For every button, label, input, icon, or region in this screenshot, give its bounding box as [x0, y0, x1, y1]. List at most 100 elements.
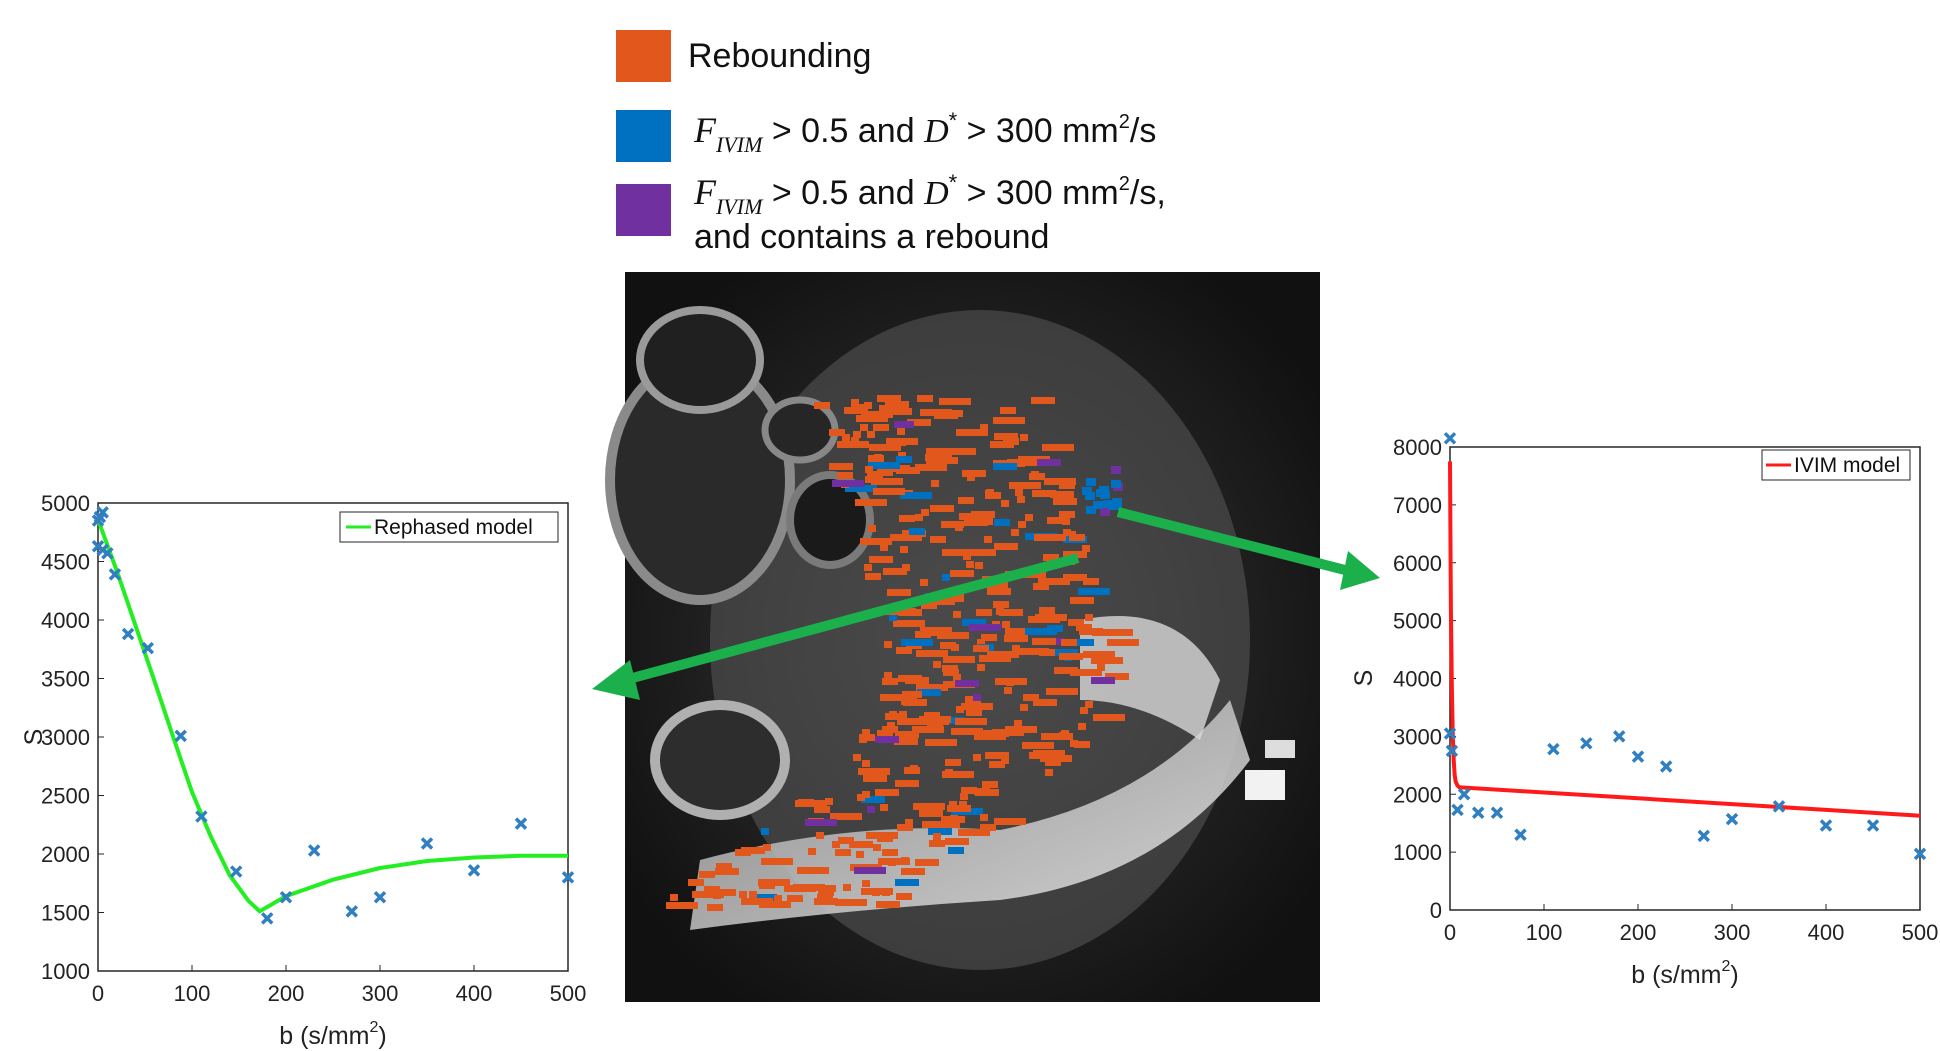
overlay-pixel — [865, 466, 873, 473]
overlay-pixel — [1025, 514, 1033, 521]
overlay-pixel — [867, 471, 883, 478]
x-tick-label: 300 — [1714, 920, 1751, 945]
overlay-pixel — [1041, 733, 1073, 740]
overlay-pixel — [912, 726, 944, 733]
overlay-pixel — [837, 472, 853, 479]
x-tick-label: 300 — [362, 981, 399, 1006]
overlay-pixel — [895, 879, 919, 886]
overlay-pixel — [816, 832, 824, 839]
overlay-pixel — [987, 651, 1019, 658]
overlay-pixel — [889, 614, 897, 621]
overlay-pixel — [877, 395, 901, 402]
overlay-pixel — [904, 767, 920, 774]
overlay-pixel — [936, 821, 960, 828]
overlay-pixel — [749, 891, 757, 898]
overlay-pixel — [897, 824, 913, 831]
overlay-pixel — [985, 490, 993, 497]
overlay-pixel — [849, 841, 873, 848]
overlay-pixel — [880, 804, 888, 811]
overlay-pixel — [925, 739, 957, 746]
overlay-pixel — [917, 689, 941, 696]
overlay-pixel — [882, 849, 898, 856]
overlay-pixel — [1025, 628, 1057, 635]
overlay-pixel — [1070, 639, 1094, 646]
overlay-pixel — [896, 647, 912, 654]
overlay-pixel — [886, 438, 918, 445]
overlay-pixel — [1000, 407, 1016, 414]
overlay-pixel — [741, 847, 765, 854]
overlay-pixel — [869, 556, 893, 563]
overlay-pixel — [915, 464, 947, 471]
overlay-pixel — [887, 722, 895, 729]
overlay-pixel — [1045, 769, 1053, 776]
data-point — [514, 817, 528, 830]
overlay-pixel — [1083, 651, 1115, 658]
right-chart-xlabel: b (s/mm2) — [1631, 958, 1739, 989]
overlay-pixel — [716, 863, 732, 870]
overlay-pixel — [735, 849, 751, 856]
overlay-pixel — [955, 718, 987, 725]
overlay-pixel — [1009, 482, 1041, 489]
overlay-pixel — [1068, 619, 1084, 626]
overlay-pixel — [707, 904, 723, 911]
overlay-pixel — [853, 754, 861, 761]
overlay-pixel — [993, 417, 1025, 424]
overlay-pixel — [1099, 486, 1109, 494]
overlay-pixel — [1093, 501, 1103, 509]
overlay-pixel — [942, 574, 950, 581]
overlay-pixel — [888, 408, 912, 415]
data-point — [1457, 788, 1471, 801]
overlay-pixel — [953, 611, 961, 618]
data-point — [101, 547, 114, 560]
overlay-pixel — [960, 793, 968, 800]
overlay-pixel — [945, 759, 961, 766]
overlay-pixel — [944, 448, 976, 455]
overlay-pixel — [859, 734, 875, 741]
overlay-pixel — [1046, 649, 1078, 656]
overlay-pixel — [864, 564, 872, 571]
overlay-pixel — [920, 627, 952, 634]
overlay-pixel — [1001, 500, 1009, 507]
x-tick-label: 100 — [1526, 920, 1563, 945]
overlay-pixel — [980, 424, 988, 431]
overlay-pixel — [982, 781, 998, 788]
overlay-pixel — [874, 454, 882, 461]
right-chart: 0 100 200 300 400 500010002000300040005000600… — [1350, 432, 1939, 989]
overlay-pixel — [873, 424, 889, 431]
data-point — [1580, 737, 1593, 750]
overlay-pixel — [1079, 628, 1103, 635]
overlay-pixel — [829, 429, 845, 436]
overlay-pixel — [818, 889, 834, 896]
overlay-pixel — [901, 868, 925, 875]
overlay-pixel — [862, 729, 870, 736]
overlay-pixel — [896, 456, 912, 463]
overlay-pixel — [1031, 397, 1055, 404]
overlay-pixel — [1076, 624, 1092, 631]
overlay-pixel — [1003, 438, 1019, 445]
data-point — [1913, 847, 1927, 861]
overlay-pixel — [1004, 687, 1012, 694]
overlay-pixel — [934, 412, 958, 419]
overlay-pixel — [1069, 534, 1085, 541]
y-tick-label: 4000 — [41, 608, 90, 633]
mri-structure — [786, 471, 874, 569]
overlay-pixel — [933, 661, 941, 668]
data-point — [1631, 750, 1645, 763]
data-point — [121, 627, 135, 641]
overlay-pixel — [868, 462, 900, 469]
overlay-pixel — [937, 632, 969, 639]
overlay-pixel — [925, 454, 949, 461]
overlay-pixel — [969, 518, 993, 525]
x-tick-label: 500 — [1902, 920, 1939, 945]
left-chart-model-line — [96, 518, 568, 914]
overlay-pixel — [880, 694, 904, 701]
data-point — [1819, 819, 1833, 832]
overlay-pixel — [795, 800, 827, 807]
y-tick-label: 7000 — [1393, 493, 1442, 518]
overlay-pixel — [887, 589, 911, 596]
data-point — [174, 729, 187, 743]
overlay-pixel — [861, 411, 893, 418]
overlay-pixel — [930, 536, 946, 543]
x-tick-label: 200 — [268, 981, 305, 1006]
overlay-pixel — [907, 419, 931, 426]
